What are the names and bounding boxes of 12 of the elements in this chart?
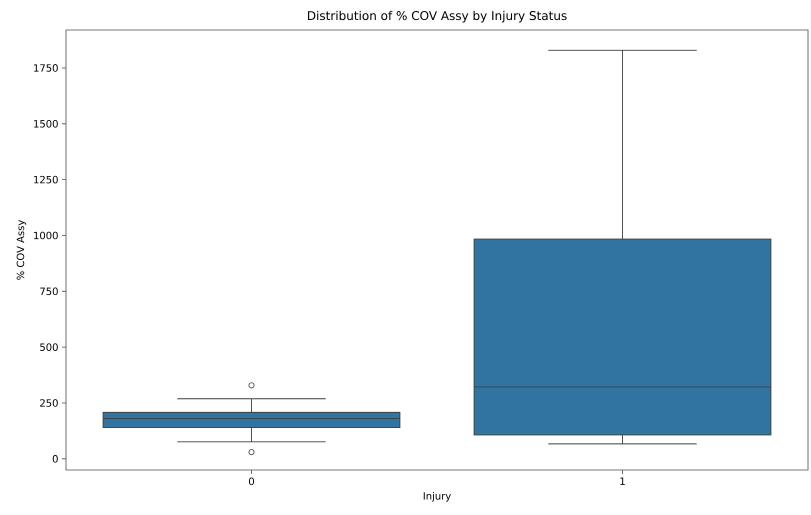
y-tick-label: 250	[40, 399, 58, 407]
y-tick-label: 500	[40, 343, 58, 351]
y-tick-label: 750	[40, 288, 58, 296]
y-tick-label: 1750	[34, 64, 58, 72]
y-tick-label: 1500	[34, 120, 58, 128]
y-tick-label: 0	[52, 455, 58, 463]
y-tick-label: 1000	[34, 232, 58, 240]
x-axis-title: Injury	[424, 492, 451, 502]
chart-title: Distribution of % COV Assy by Injury Status	[308, 10, 567, 22]
y-tick-label: 1250	[34, 176, 58, 184]
x-tick-label: 1	[620, 478, 625, 485]
y-axis-title: % COV Assy	[16, 220, 26, 280]
